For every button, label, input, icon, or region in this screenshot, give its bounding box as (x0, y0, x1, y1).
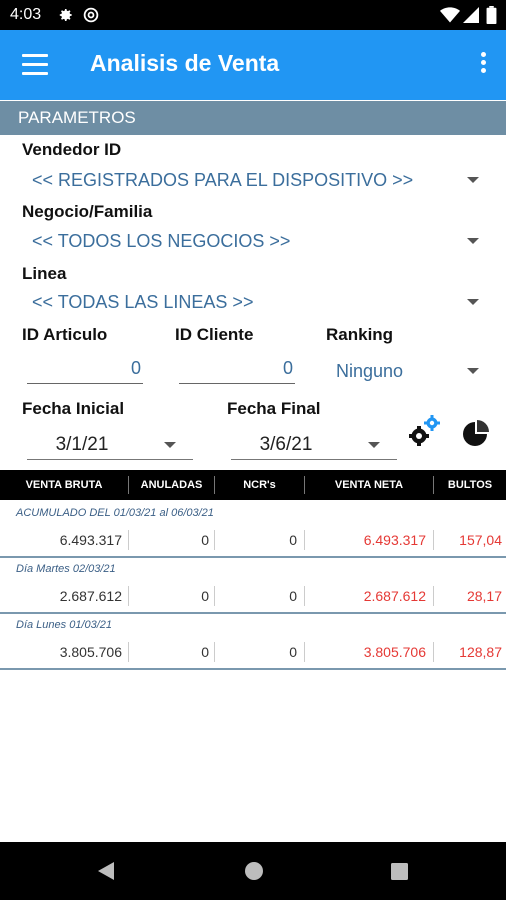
app-bar: Analisis de Venta (0, 30, 506, 100)
pie-chart-icon[interactable] (463, 418, 491, 446)
col-anuladas: ANULADAS (140, 479, 203, 491)
chevron-down-icon (164, 442, 176, 448)
table-row: 3.805.706 0 0 3.805.706 128,87 (59, 642, 502, 662)
articulo-input[interactable]: 0 (27, 358, 143, 384)
fecha-final-picker[interactable]: 3/6/21 (231, 434, 397, 460)
system-nav-bar (0, 842, 506, 900)
linea-value: << TODAS LAS LINEAS >> (32, 292, 254, 312)
battery-icon (486, 6, 497, 29)
ranking-spinner[interactable]: Ninguno (326, 358, 486, 386)
fecha-inicial-value: 3/1/21 (55, 434, 109, 455)
linea-spinner[interactable]: << TODAS LAS LINEAS >> (0, 288, 506, 318)
status-time: 4:03 (10, 6, 42, 23)
fecha-inicial-label: Fecha Inicial (22, 399, 125, 418)
cliente-input[interactable]: 0 (179, 358, 295, 384)
col-ncrs: NCR's (243, 479, 276, 491)
negocio-value: << TODOS LOS NEGOCIOS >> (32, 231, 291, 251)
at-icon (82, 6, 100, 29)
vendedor-spinner[interactable]: << REGISTRADOS PARA EL DISPOSITIVO >> (0, 166, 506, 196)
group-title: Día Lunes 01/03/21 (16, 619, 113, 631)
col-venta-bruta: VENTA BRUTA (25, 479, 103, 491)
gear-icon (56, 6, 74, 29)
cliente-label: ID Cliente (175, 325, 254, 344)
signal-icon (463, 6, 479, 29)
articulo-label: ID Articulo (22, 325, 108, 344)
section-header-parametros: PARAMETROS (0, 101, 506, 135)
chevron-down-icon (467, 177, 479, 183)
gears-settings-icon[interactable] (408, 414, 442, 448)
ranking-value: Ninguno (336, 361, 404, 381)
home-icon[interactable] (244, 861, 264, 886)
group-title: Día Martes 02/03/21 (16, 563, 116, 575)
col-venta-neta: VENTA NETA (334, 479, 404, 491)
recents-icon[interactable] (391, 863, 408, 885)
cliente-value: 0 (282, 358, 293, 378)
vendedor-value: << REGISTRADOS PARA EL DISPOSITIVO >> (32, 170, 414, 190)
articulo-value: 0 (130, 358, 141, 378)
back-icon[interactable] (96, 861, 116, 886)
wifi-icon (440, 6, 460, 29)
page-title: Analisis de Venta (90, 50, 280, 76)
fecha-final-label: Fecha Final (227, 399, 321, 418)
chevron-down-icon (467, 368, 479, 374)
chevron-down-icon (368, 442, 380, 448)
more-vert-icon[interactable] (478, 52, 488, 78)
table-row: 6.493.317 0 0 6.493.317 157,04 (59, 530, 502, 550)
vendedor-label: Vendedor ID (22, 140, 122, 159)
negocio-label: Negocio/Familia (22, 202, 153, 221)
negocio-spinner[interactable]: << TODOS LOS NEGOCIOS >> (0, 227, 506, 257)
table-row: 2.687.612 0 0 2.687.612 28,17 (59, 586, 502, 606)
col-bultos: BULTOS (447, 479, 493, 491)
fecha-inicial-picker[interactable]: 3/1/21 (27, 434, 193, 460)
table-header: VENTA BRUTA ANULADAS NCR's VENTA NETA BU… (0, 470, 506, 500)
fecha-final-value: 3/6/21 (259, 434, 313, 455)
chevron-down-icon (467, 238, 479, 244)
linea-label: Linea (22, 264, 67, 283)
status-bar: 4:03 (0, 0, 506, 30)
ranking-label: Ranking (326, 325, 394, 344)
group-title: ACUMULADO DEL 01/03/21 al 06/03/21 (16, 507, 214, 519)
menu-icon[interactable] (22, 54, 48, 76)
chevron-down-icon (467, 299, 479, 305)
